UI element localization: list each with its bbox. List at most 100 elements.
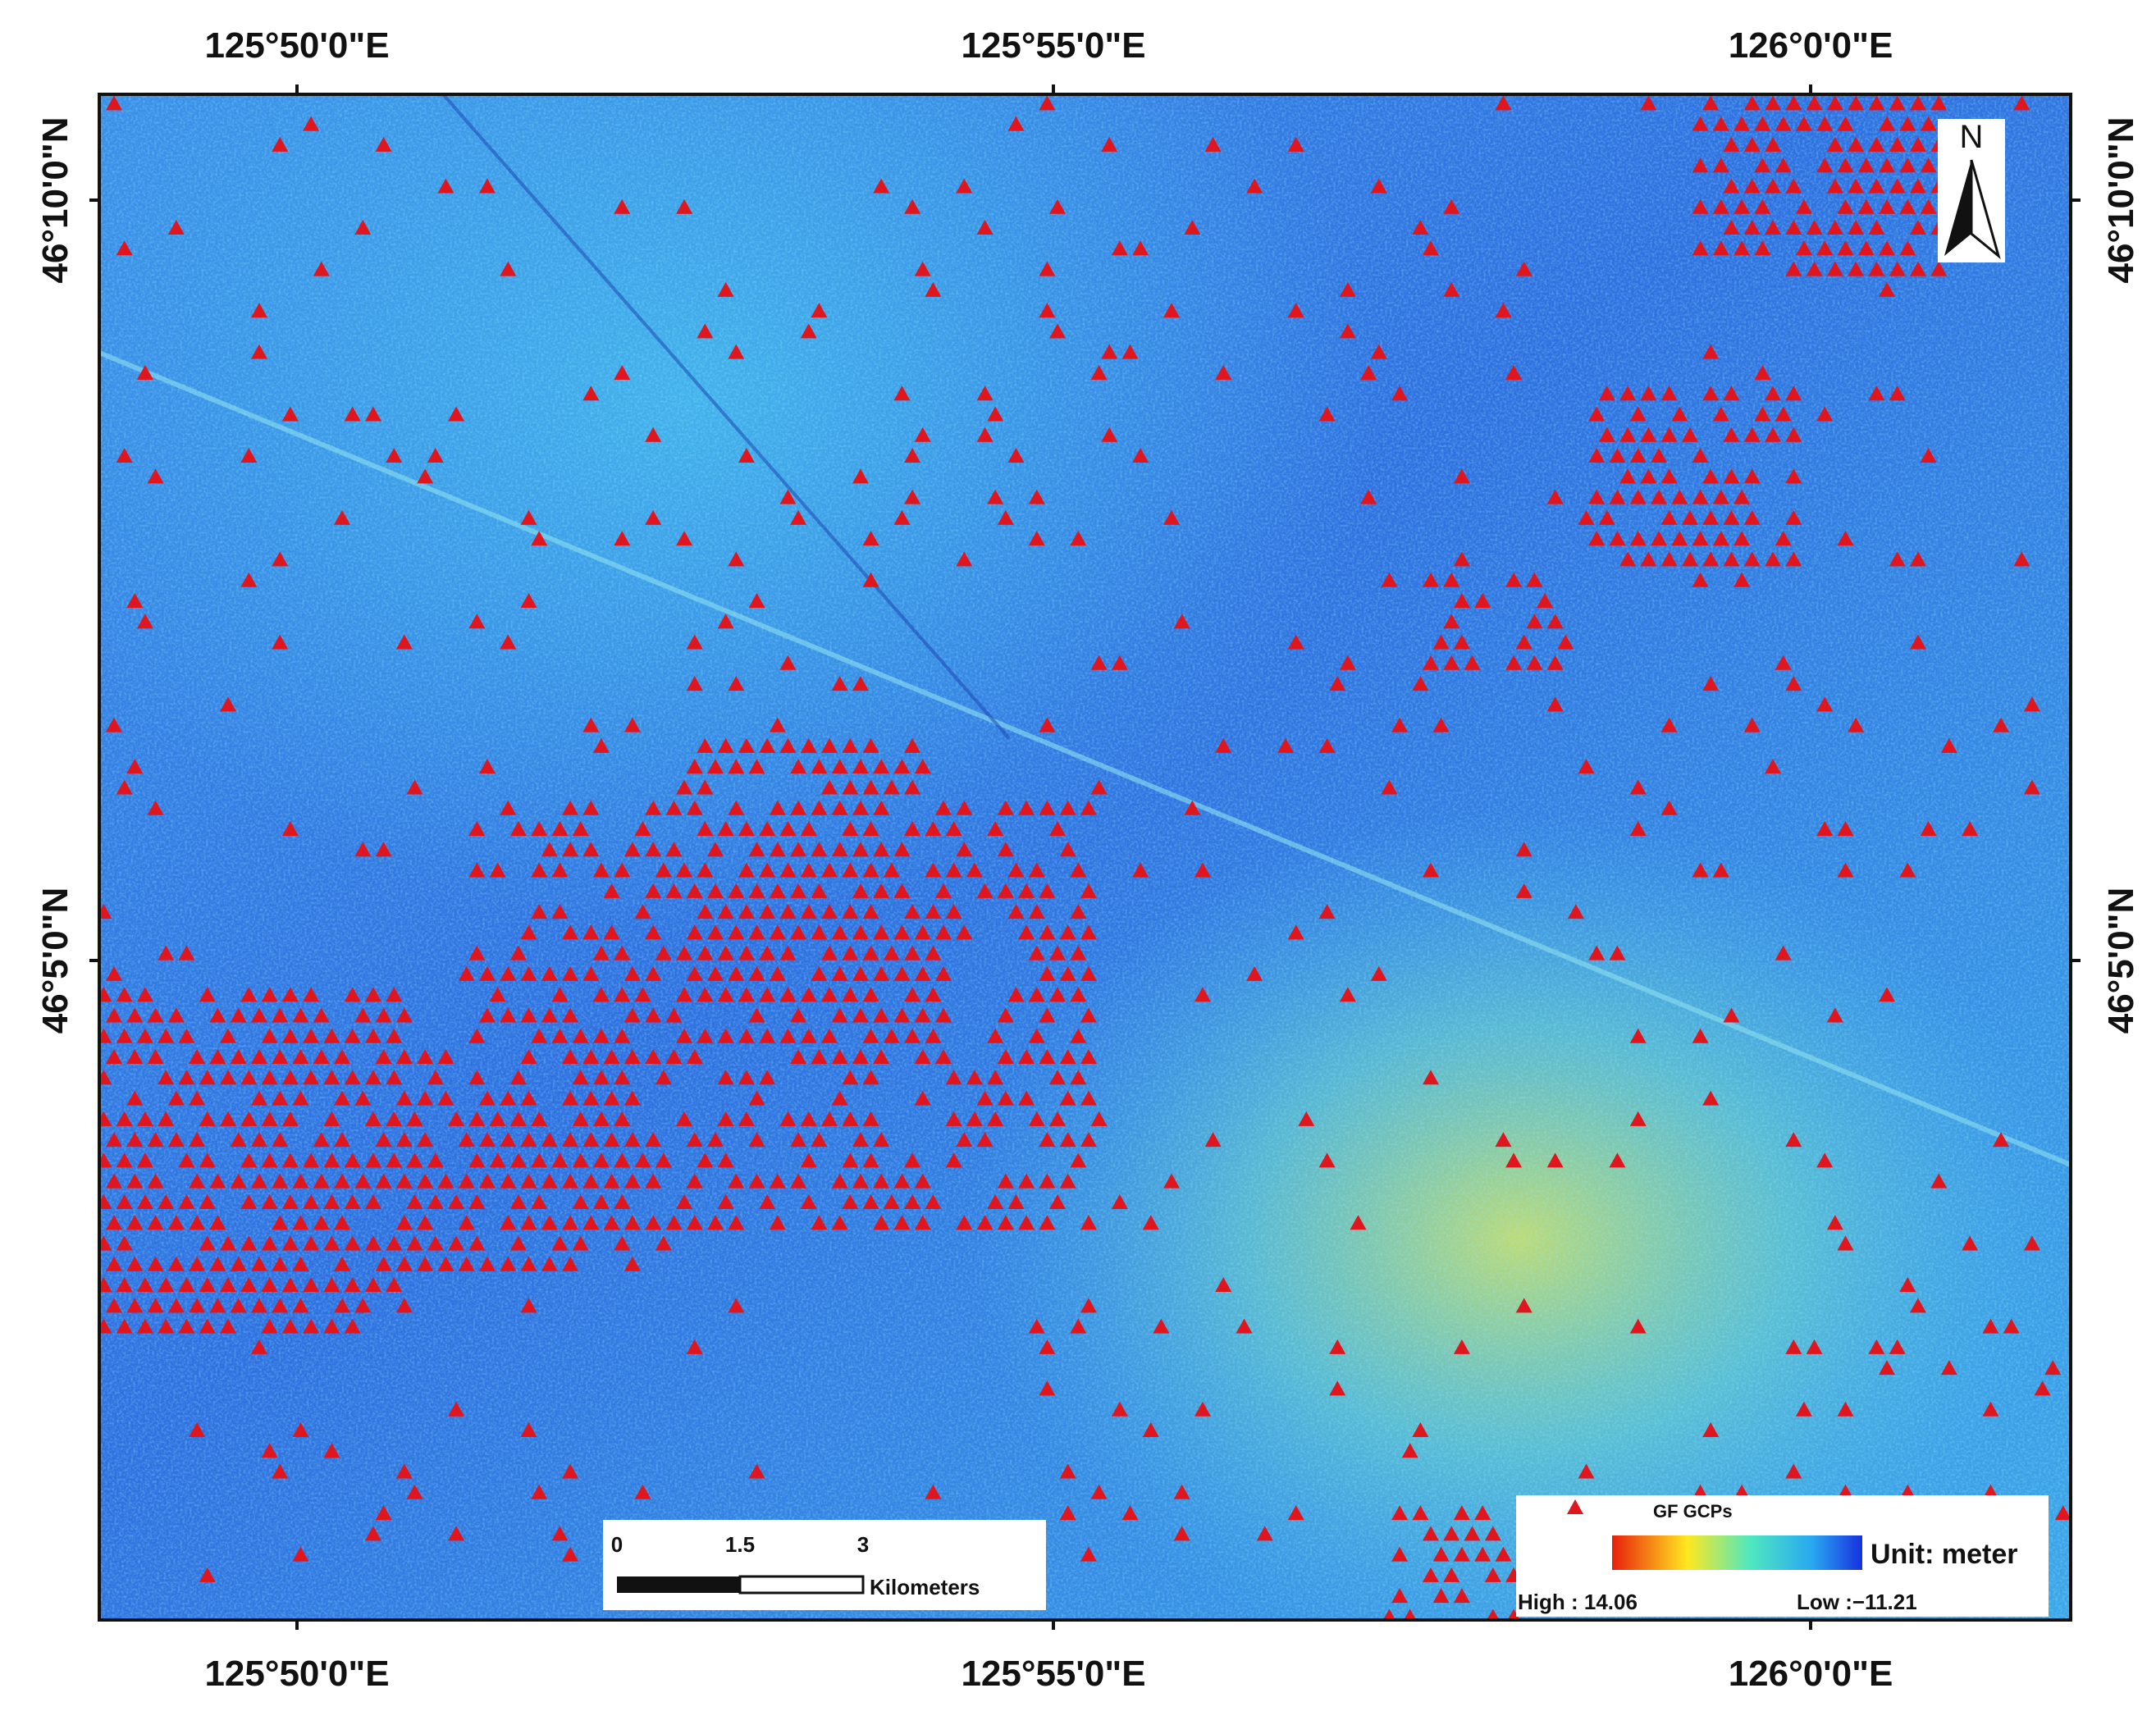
gcp-marker [790, 509, 807, 525]
gcp-marker [1111, 655, 1128, 670]
gcp-marker [178, 1193, 195, 1209]
gcp-marker [873, 759, 890, 774]
gcp-marker [1702, 468, 1720, 484]
gcp-marker [956, 551, 973, 567]
gcp-marker [1909, 95, 1926, 111]
gcp-marker [562, 1215, 579, 1230]
gcp-marker [1132, 448, 1149, 463]
gcp-marker [344, 1152, 361, 1168]
gcp-marker [592, 1152, 610, 1168]
gcp-marker [531, 1152, 548, 1168]
gcp-marker [136, 1318, 153, 1334]
gcp-marker [873, 800, 890, 815]
gcp-marker [582, 1173, 600, 1189]
gcp-marker [748, 965, 765, 981]
gcp-marker [220, 1277, 237, 1293]
gcp-marker [364, 1526, 381, 1541]
gcp-marker [1619, 386, 1637, 401]
gcp-marker [1629, 1028, 1647, 1043]
gcp-marker [1329, 1339, 1346, 1354]
gcp-marker [592, 1111, 610, 1126]
gcp-marker [334, 1256, 351, 1271]
gcp-marker [1785, 468, 1802, 484]
gcp-marker [831, 965, 848, 981]
gcp-marker [997, 1173, 1014, 1189]
gcp-marker [1660, 717, 1678, 732]
gcp-marker [862, 987, 879, 1002]
gcp-marker [1039, 95, 1056, 111]
tick-marks [89, 84, 2081, 1630]
gcp-marker [250, 1298, 267, 1313]
gcp-marker [562, 842, 579, 857]
gcp-marker [1028, 1111, 1045, 1126]
gcp-marker [852, 800, 869, 815]
gcp-marker [842, 945, 859, 960]
gcp-marker [1049, 987, 1067, 1002]
gcp-marker [147, 1132, 164, 1148]
gcp-marker [1909, 261, 1926, 276]
gcp-marker [1526, 614, 1543, 629]
gcp-marker [272, 1049, 289, 1065]
gcp-marker [147, 1049, 164, 1065]
gcp-marker [417, 1132, 434, 1148]
gcp-marker [1287, 1505, 1304, 1521]
gcp-marker [873, 842, 890, 857]
gcp-marker [790, 1007, 807, 1023]
gcp-marker [811, 883, 828, 898]
gcp-marker [717, 1152, 734, 1168]
gcp-marker [136, 1028, 153, 1043]
gcp-marker [811, 303, 828, 318]
gcp-marker [551, 987, 569, 1002]
gcp-marker [1059, 1132, 1076, 1148]
gcp-marker [386, 1152, 403, 1168]
gcp-marker [873, 1215, 890, 1230]
legend-low: Low :−11.21 [1797, 1590, 1917, 1614]
gcp-marker [1899, 1277, 1916, 1293]
gcp-marker [1039, 1215, 1056, 1230]
gcp-marker [976, 427, 993, 442]
gcp-marker [2013, 95, 2030, 111]
gcp-marker [1712, 531, 1729, 546]
gcp-marker [800, 862, 817, 878]
gcp-marker [375, 1007, 392, 1023]
gcp-marker [375, 1256, 392, 1271]
gcp-marker [1629, 779, 1647, 795]
gcp-marker [987, 1193, 1004, 1209]
gcp-marker [468, 1152, 486, 1168]
gcp-marker [448, 1111, 465, 1126]
gcp-marker [1816, 240, 1834, 256]
gcp-marker [1609, 489, 1626, 504]
gcp-marker [987, 406, 1004, 422]
gcp-marker [862, 572, 879, 587]
gcp-marker [199, 1111, 216, 1126]
gcp-marker [811, 842, 828, 857]
gcp-marker [1702, 344, 1720, 359]
gcp-marker [1868, 136, 1885, 152]
gcp-marker [1598, 386, 1615, 401]
gcp-marker [126, 759, 144, 774]
gcp-marker [738, 862, 755, 878]
gcp-marker [489, 1152, 506, 1168]
gcp-marker [987, 489, 1004, 504]
gcp-marker [1329, 676, 1346, 691]
gcp-marker [1629, 1318, 1647, 1334]
gcp-marker [821, 1028, 838, 1043]
gcp-marker [147, 1298, 164, 1313]
gcp-marker [2054, 1505, 2071, 1521]
gcp-marker [1681, 551, 1698, 567]
gcp-marker [1422, 655, 1439, 670]
gcp-marker [1495, 1546, 1512, 1562]
gcp-marker [1080, 1132, 1097, 1148]
gcp-marker [303, 1277, 320, 1293]
gcp-marker [572, 1193, 589, 1209]
gcp-marker [1039, 965, 1056, 981]
gcp-marker [99, 1111, 112, 1126]
gcp-marker [313, 1132, 330, 1148]
gcp-marker [1526, 655, 1543, 670]
gcp-marker [738, 1028, 755, 1043]
lat-label: 46°5'0"N [35, 887, 75, 1034]
scale-tick-label: 0 [611, 1532, 623, 1557]
gcp-marker [520, 1132, 537, 1148]
gcp-marker [645, 924, 662, 940]
gcp-marker [800, 904, 817, 919]
